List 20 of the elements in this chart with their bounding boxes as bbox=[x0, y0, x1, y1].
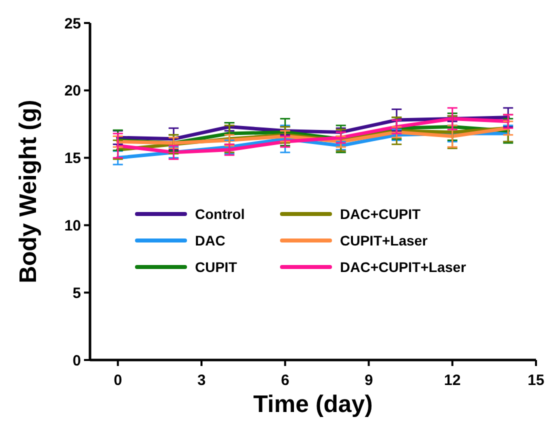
x-axis-title: Time (day) bbox=[253, 391, 373, 418]
y-axis-title: Body Weight (g) bbox=[15, 100, 42, 284]
legend-label: DAC+CUPIT+Laser bbox=[340, 258, 467, 275]
y-tick-label: 5 bbox=[72, 284, 81, 302]
x-tick-label: 3 bbox=[197, 372, 206, 389]
legend-label: Control bbox=[195, 206, 245, 222]
y-tick-label: 0 bbox=[72, 352, 81, 370]
y-tick-label: 20 bbox=[64, 82, 81, 100]
y-tick-label: 10 bbox=[64, 217, 81, 234]
x-tick-label: 0 bbox=[114, 372, 122, 389]
x-tick-label: 15 bbox=[528, 372, 544, 389]
x-tick-label: 6 bbox=[280, 372, 290, 389]
legend-label: DAC bbox=[195, 232, 226, 248]
legend-label: CUPIT bbox=[195, 258, 238, 275]
legend-label: DAC+CUPIT bbox=[340, 206, 421, 222]
y-tick-label: 25 bbox=[64, 15, 81, 32]
x-tick-label: 9 bbox=[364, 372, 373, 389]
x-tick-label: 12 bbox=[444, 372, 461, 389]
legend-label: CUPIT+Laser bbox=[340, 232, 428, 248]
y-tick-label: 15 bbox=[64, 150, 81, 168]
